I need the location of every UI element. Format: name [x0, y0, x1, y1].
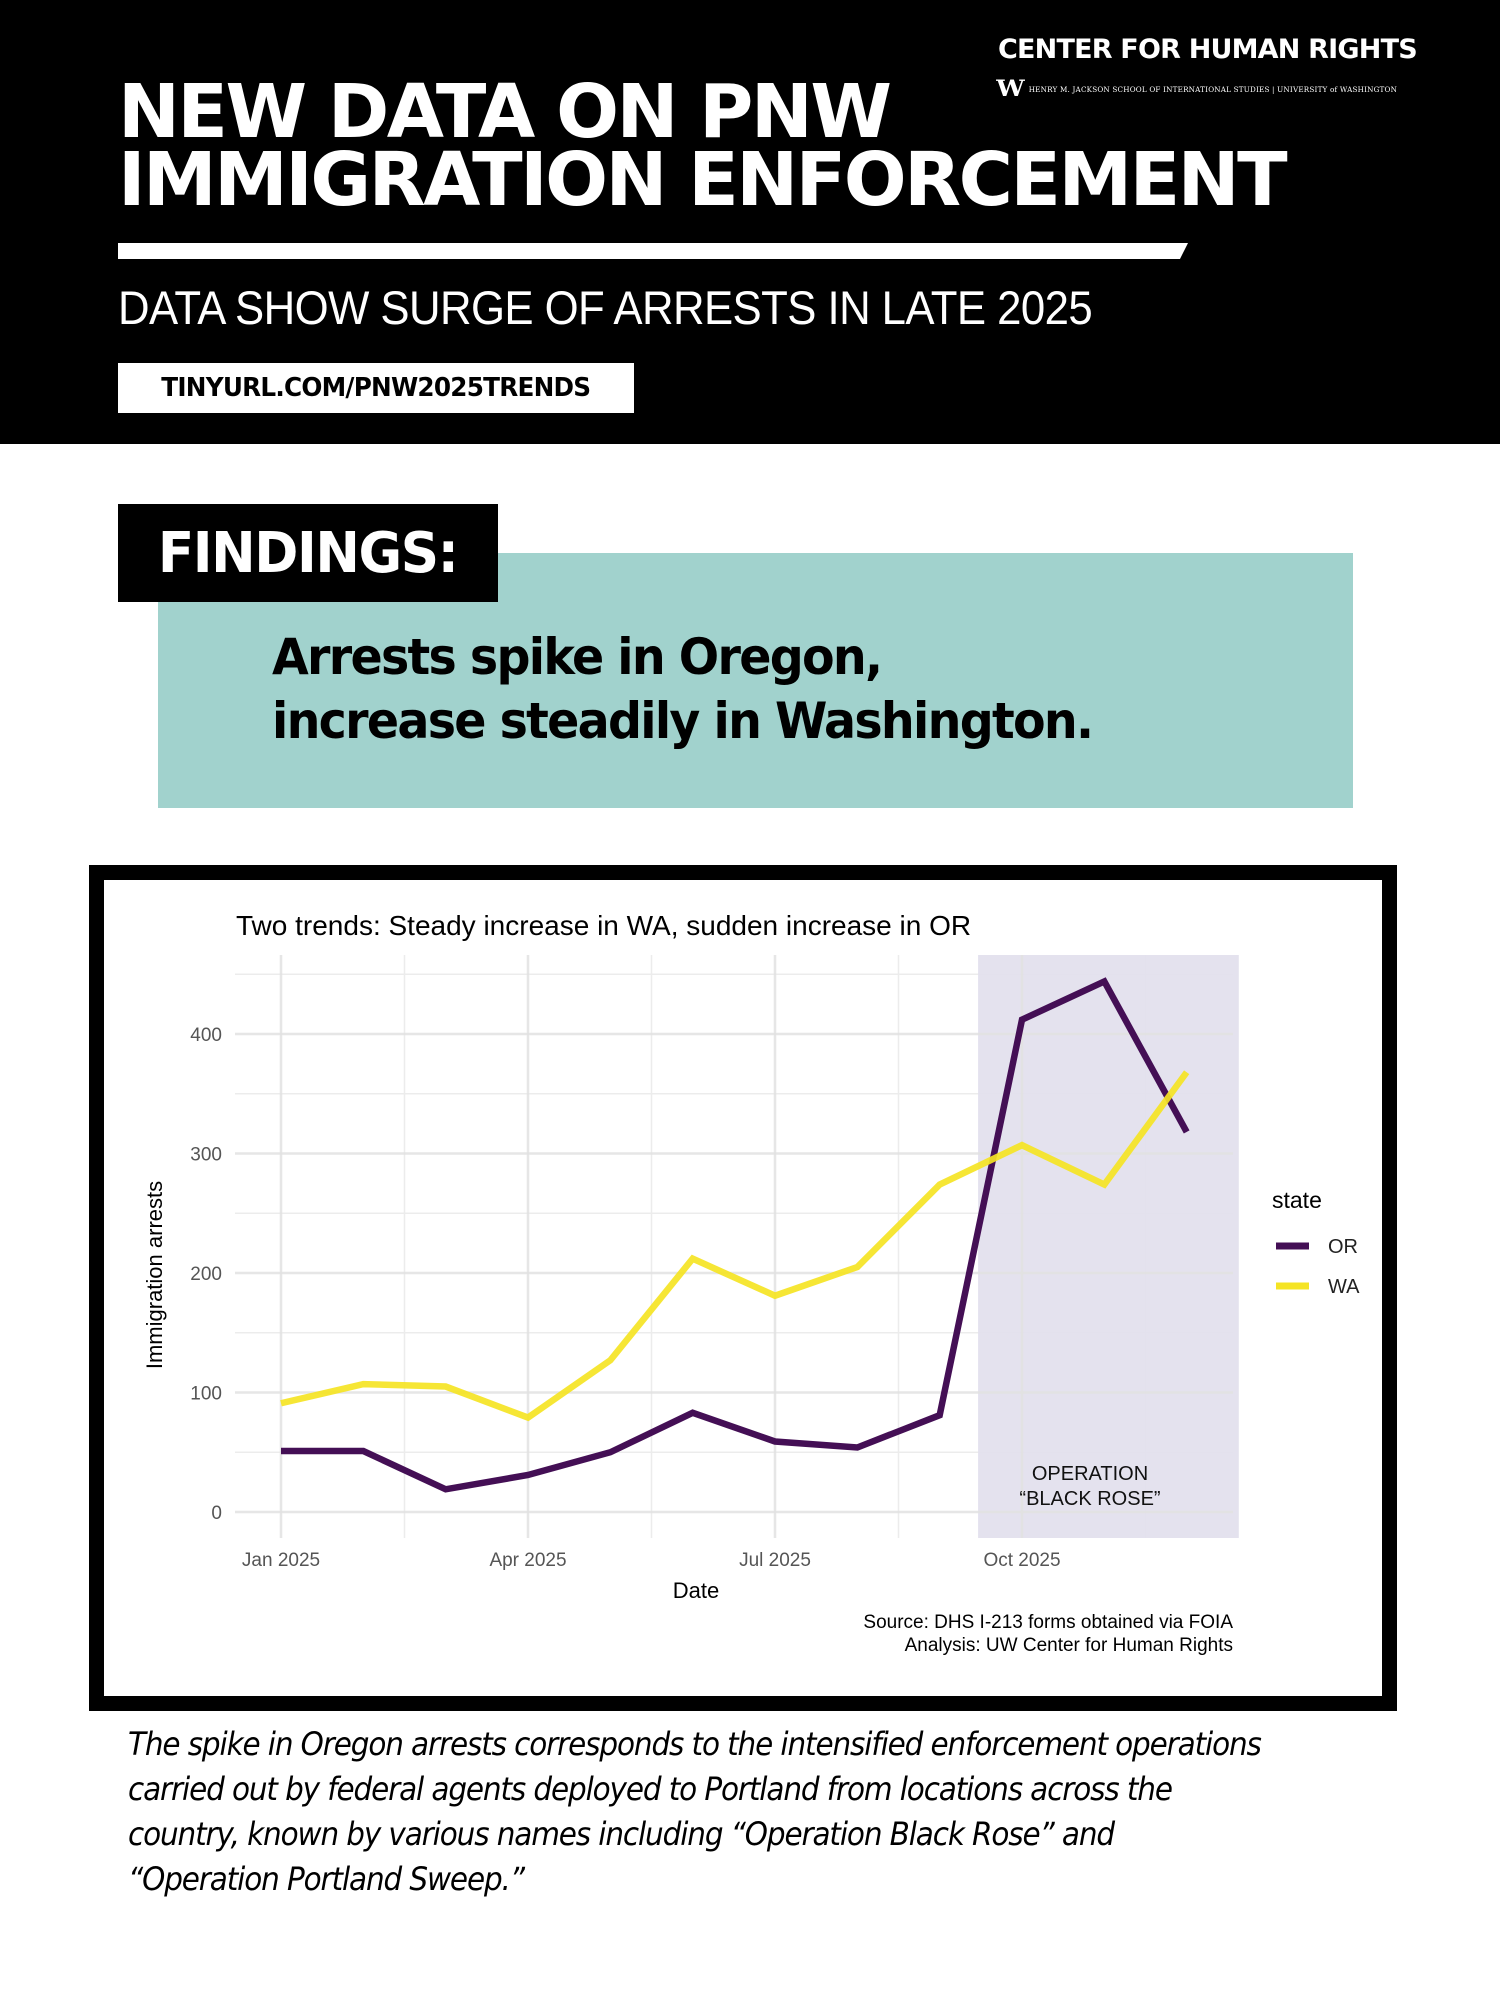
findings-line2: increase steadily in Washington. — [272, 692, 1094, 750]
url-link-text[interactable]: TINYURL.COM/PNW2025TRENDS — [161, 373, 591, 403]
org-subtitle: HENRY M. JACKSON SCHOOL OF INTERNATIONAL… — [1028, 84, 1398, 94]
title-underline-divider — [118, 243, 1188, 259]
page-title-line2: IMMIGRATION ENFORCEMENT — [118, 137, 1288, 223]
caption-line3: country, known by various names includin… — [128, 1815, 1115, 1853]
caption-line2: carried out by federal agents deployed t… — [128, 1770, 1173, 1808]
org-affiliation: W HENRY M. JACKSON SCHOOL OF INTERNATION… — [996, 76, 1398, 102]
page-title-line1: NEW DATA ON PNW — [118, 69, 892, 155]
page-subtitle: DATA SHOW SURGE OF ARRESTS IN LATE 2025 — [118, 281, 1093, 334]
header-banner: CENTER FOR HUMAN RIGHTS W HENRY M. JACKS… — [0, 0, 1500, 444]
uw-logo-icon: W — [996, 76, 1024, 102]
org-name: CENTER FOR HUMAN RIGHTS — [998, 34, 1418, 65]
findings-label: FINDINGS: — [118, 504, 498, 602]
chart-caption: The spike in Oregon arrests corresponds … — [128, 1722, 1398, 1902]
findings-line1: Arrests spike in Oregon, — [272, 628, 883, 686]
caption-line1: The spike in Oregon arrests corresponds … — [128, 1725, 1262, 1763]
url-link[interactable]: TINYURL.COM/PNW2025TRENDS — [118, 363, 634, 413]
findings-label-text: FINDINGS: — [158, 520, 459, 586]
findings-statement: Arrests spike in Oregon, increase steadi… — [272, 625, 1094, 753]
page-title: NEW DATA ON PNW IMMIGRATION ENFORCEMENT — [118, 69, 1288, 223]
caption-line4: “Operation Portland Sweep.” — [128, 1860, 525, 1898]
chart-frame — [89, 865, 1397, 1711]
